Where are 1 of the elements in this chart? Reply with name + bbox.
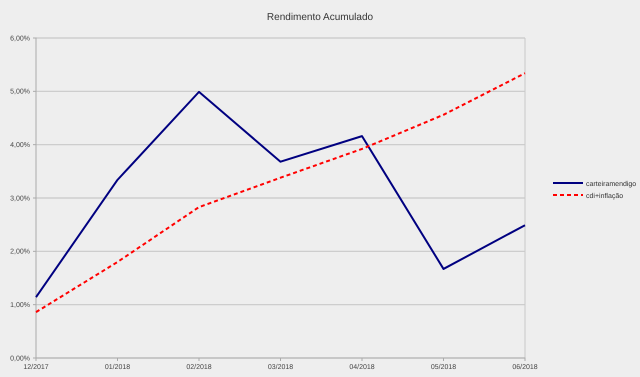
chart-title: Rendimento Acumulado [266, 12, 374, 23]
